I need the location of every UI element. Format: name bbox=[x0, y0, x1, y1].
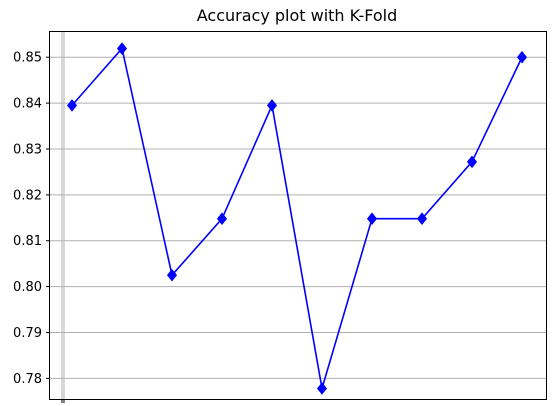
chart-title: Accuracy plot with K-Fold bbox=[197, 6, 398, 25]
data-point-10 bbox=[516, 50, 528, 64]
y-tick-label: 0.85 bbox=[13, 51, 42, 66]
data-point-3 bbox=[166, 268, 178, 282]
series-markers bbox=[66, 42, 528, 395]
data-point-5 bbox=[266, 99, 278, 112]
y-tick-label: 0.81 bbox=[13, 234, 42, 249]
data-point-2 bbox=[116, 42, 128, 55]
data-point-8 bbox=[416, 212, 428, 226]
data-point-9 bbox=[466, 155, 478, 169]
data-point-6 bbox=[316, 382, 328, 395]
left-edge-stripe bbox=[61, 31, 65, 399]
series-line bbox=[71, 46, 523, 389]
y-tick-label: 0.83 bbox=[13, 142, 42, 157]
y-tick-label: 0.84 bbox=[13, 97, 42, 112]
y-tick-label: 0.82 bbox=[13, 188, 42, 203]
grid-lines bbox=[50, 56, 546, 379]
data-point-7 bbox=[366, 212, 378, 226]
y-tick-label: 0.80 bbox=[13, 280, 42, 295]
plot-frame bbox=[49, 31, 547, 400]
y-tick-label: 0.78 bbox=[13, 372, 42, 387]
data-point-1 bbox=[66, 99, 78, 112]
y-tick-label: 0.79 bbox=[13, 326, 42, 341]
y-axis-ticks: 0.78 0.79 0.80 0.81 0.82 0.83 0.84 0.85 bbox=[13, 51, 50, 387]
data-point-4 bbox=[216, 212, 228, 226]
